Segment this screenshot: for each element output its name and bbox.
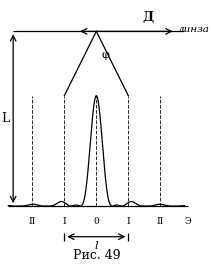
Text: l: l [95,241,98,251]
Text: II: II [157,217,164,226]
Text: I: I [62,217,66,226]
Text: Э: Э [184,217,191,226]
Text: φ: φ [101,50,109,60]
Text: линза: линза [178,25,210,34]
Text: II: II [29,217,36,226]
Text: I: I [126,217,130,226]
Text: Д: Д [142,11,153,24]
Text: L: L [2,112,10,125]
Text: Рис. 49: Рис. 49 [73,249,120,262]
Text: 0: 0 [94,217,99,226]
